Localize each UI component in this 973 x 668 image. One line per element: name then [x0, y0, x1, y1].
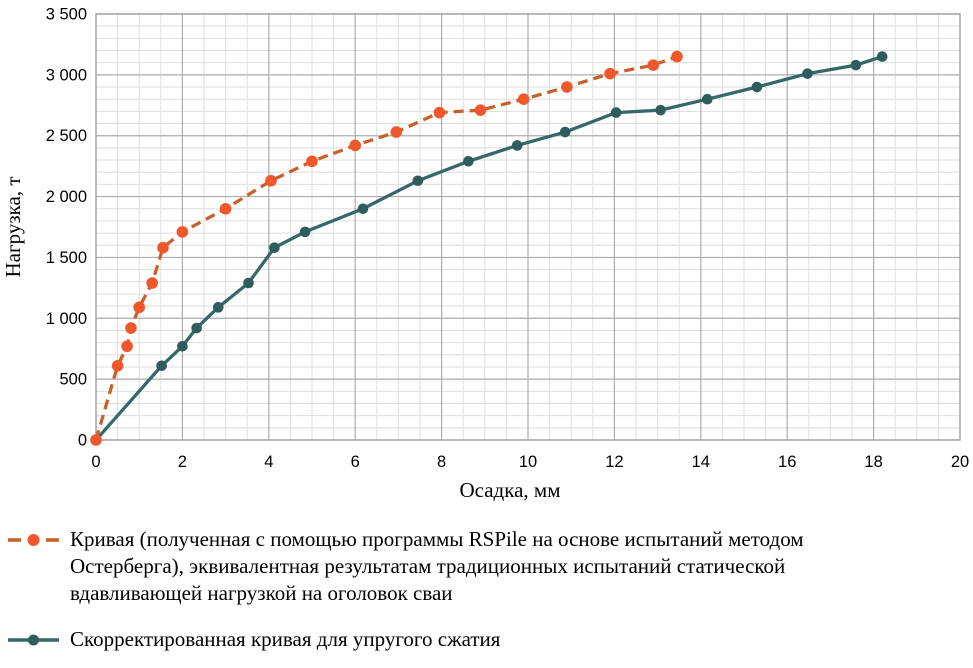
- series-corrected-elastic-curve: [90, 51, 888, 446]
- data-point-corrected-elastic-curve: [191, 322, 202, 334]
- data-point-rspile-equivalent-curve: [604, 67, 616, 80]
- data-point-rspile-equivalent-curve: [561, 81, 573, 93]
- data-point-rspile-equivalent-curve: [90, 434, 102, 446]
- data-point-rspile-equivalent-curve: [219, 202, 232, 215]
- legend-label-rspile: Кривая (полученная с помощью программы R…: [64, 526, 804, 607]
- svg-text:3 000: 3 000: [46, 66, 87, 84]
- data-point-corrected-elastic-curve: [802, 68, 813, 79]
- y-axis-tick-labels: 0 500 1 000 1 500 2 000 2 500 3 000 3 500: [46, 6, 87, 450]
- data-point-corrected-elastic-curve: [876, 51, 888, 62]
- chart-plot-area: 0 500 1 000 1 500 2 000 2 500 3 000 3 500 0 2 4 6 8 1…: [1, 6, 969, 503]
- svg-text:3 500: 3 500: [46, 6, 87, 24]
- series-line-corrected-elastic-curve: [94, 55, 883, 442]
- data-point-rspile-equivalent-curve: [133, 301, 145, 314]
- data-point-corrected-elastic-curve: [299, 226, 311, 238]
- data-point-rspile-equivalent-curve: [111, 359, 124, 372]
- legend-entry-corrected: Скорректированная кривая для упругого сж…: [6, 626, 973, 653]
- svg-text:20: 20: [951, 453, 969, 471]
- svg-text:0: 0: [91, 453, 100, 471]
- svg-text:0: 0: [78, 432, 87, 450]
- svg-text:2 000: 2 000: [46, 188, 87, 206]
- data-point-rspile-equivalent-curve: [125, 322, 137, 334]
- data-point-corrected-elastic-curve: [751, 81, 763, 93]
- data-point-rspile-equivalent-curve: [176, 226, 189, 238]
- svg-text:18: 18: [864, 453, 882, 471]
- data-point-rspile-equivalent-curve: [157, 241, 169, 254]
- legend-entry-rspile: Кривая (полученная с помощью программы R…: [6, 526, 973, 607]
- svg-text:12: 12: [605, 453, 623, 471]
- data-point-rspile-equivalent-curve: [390, 126, 403, 138]
- data-point-rspile-equivalent-curve: [265, 174, 277, 187]
- x-axis-tick-labels: 0 2 4 6 8 10 12 14 16 18 20: [91, 453, 969, 471]
- x-axis-title: Осадка, мм: [459, 478, 560, 502]
- svg-text:14: 14: [692, 453, 710, 471]
- y-axis-title: Нагрузка, т: [1, 176, 25, 277]
- svg-text:500: 500: [59, 371, 87, 389]
- data-point-corrected-elastic-curve: [177, 340, 188, 352]
- data-point-rspile-equivalent-curve: [517, 93, 530, 105]
- data-point-rspile-equivalent-curve: [146, 277, 158, 289]
- data-point-rspile-equivalent-curve: [433, 106, 446, 119]
- legend-label-line: Остерберга), эквивалентная результатам т…: [70, 554, 786, 578]
- teal-solid-line-marker-icon: [6, 626, 64, 653]
- data-point-corrected-elastic-curve: [412, 175, 424, 187]
- svg-text:4: 4: [264, 453, 273, 471]
- legend-label-line: Скорректированная кривая для упругого сж…: [70, 627, 501, 651]
- load-settlement-chart: 0 500 1 000 1 500 2 000 2 500 3 000 3 500 0 2 4 6 8 1…: [1, 6, 969, 503]
- svg-text:1 500: 1 500: [46, 249, 87, 267]
- data-point-corrected-elastic-curve: [559, 126, 571, 138]
- data-point-corrected-elastic-curve: [655, 104, 666, 116]
- series-line-rspile-equivalent-curve: [94, 55, 678, 441]
- legend-label-corrected: Скорректированная кривая для упругого сж…: [64, 626, 500, 653]
- data-point-corrected-elastic-curve: [850, 59, 862, 71]
- svg-text:16: 16: [778, 453, 796, 471]
- legend-label-line: Кривая (полученная с помощью программы R…: [70, 527, 804, 551]
- data-point-corrected-elastic-curve: [212, 302, 224, 313]
- data-point-corrected-elastic-curve: [511, 140, 523, 151]
- data-point-rspile-equivalent-curve: [671, 50, 683, 63]
- svg-text:2: 2: [178, 453, 187, 471]
- svg-text:6: 6: [351, 453, 360, 471]
- data-point-rspile-equivalent-curve: [306, 155, 318, 168]
- svg-text:2 500: 2 500: [46, 127, 87, 145]
- legend-label-line: вдавливающей нагрузкой на оголовок сваи: [70, 581, 453, 605]
- data-point-corrected-elastic-curve: [463, 155, 474, 167]
- data-point-corrected-elastic-curve: [243, 277, 254, 289]
- svg-text:10: 10: [519, 453, 537, 471]
- data-point-corrected-elastic-curve: [357, 203, 369, 215]
- chart-legend: Кривая (полученная с помощью программы R…: [0, 512, 973, 653]
- data-point-corrected-elastic-curve: [610, 107, 622, 118]
- data-point-corrected-elastic-curve: [701, 93, 713, 105]
- data-point-rspile-equivalent-curve: [647, 59, 660, 71]
- plot-border: [95, 13, 961, 441]
- data-point-rspile-equivalent-curve: [474, 104, 487, 116]
- series-rspile-equivalent-curve: [90, 50, 683, 446]
- data-point-corrected-elastic-curve: [156, 360, 167, 372]
- svg-text:1 000: 1 000: [46, 310, 87, 328]
- svg-text:8: 8: [437, 453, 446, 471]
- data-point-rspile-equivalent-curve: [121, 340, 133, 353]
- data-point-rspile-equivalent-curve: [349, 139, 362, 152]
- orange-dashed-line-marker-icon: [6, 526, 64, 553]
- data-point-corrected-elastic-curve: [269, 242, 280, 253]
